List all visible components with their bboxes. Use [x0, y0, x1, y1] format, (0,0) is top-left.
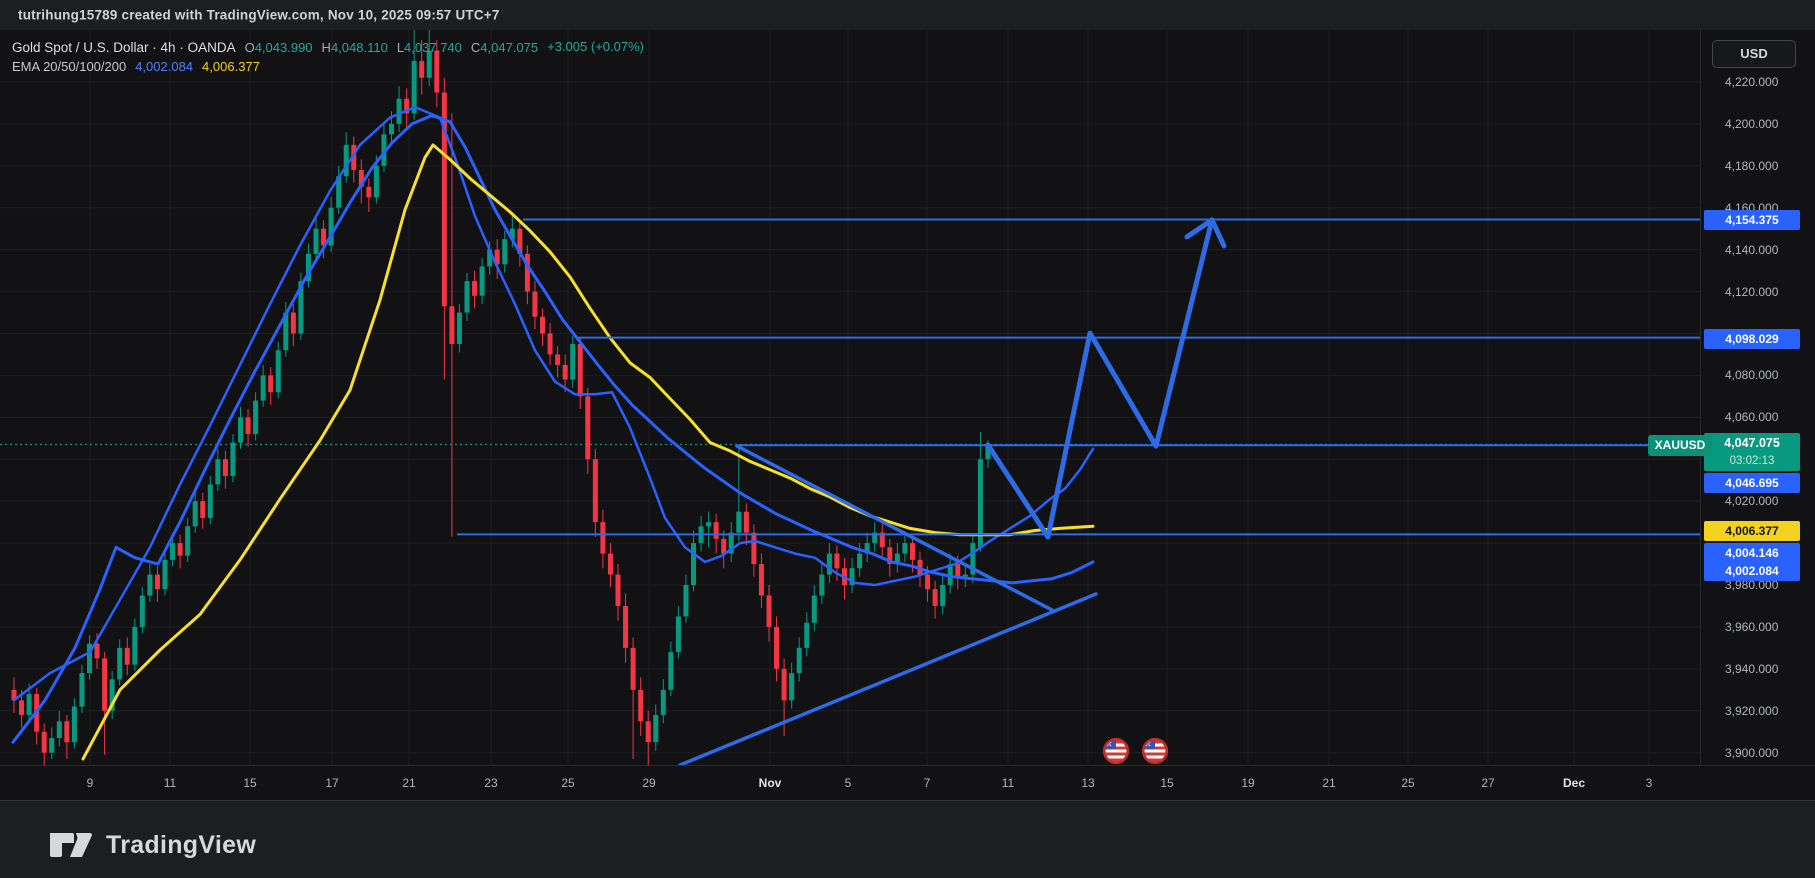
price-tick-label: 4,120.000: [1725, 284, 1779, 299]
price-tick-label: 3,940.000: [1725, 661, 1779, 676]
symbol-price-badge: XAUUSD: [1648, 435, 1712, 456]
time-tick-label: 17: [325, 776, 339, 790]
price-tick-label: 4,140.000: [1725, 242, 1779, 257]
price-tick-label: 3,900.000: [1725, 745, 1779, 760]
time-tick-label: 15: [1160, 776, 1174, 790]
time-axis[interactable]: 9 11 15 17 21 23 25 29 Nov 5 7 11 13 15 19 21 25 27 Dec 3: [0, 766, 1815, 800]
price-level-label: 4,098.029: [1704, 329, 1800, 349]
time-tick-label: 5: [844, 776, 852, 790]
attribution-text: tutrihung15789 created with TradingView.…: [18, 7, 500, 23]
price-level-label: 4,046.695: [1704, 473, 1800, 493]
price-tick-label: 3,920.000: [1725, 703, 1779, 718]
time-tick-label: Dec: [1562, 776, 1586, 790]
footer-bar: TradingView: [0, 800, 1815, 878]
ema-slow-value: 4,006.377: [202, 59, 260, 74]
time-tick-label: 13: [1081, 776, 1095, 790]
price-level-label: 4,004.146: [1704, 543, 1800, 563]
time-tick-label: 11: [163, 776, 177, 790]
price-tick-label: 4,220.000: [1725, 74, 1779, 89]
ohlc-item: H4,048.110: [321, 39, 388, 55]
price-tick-label: 3,980.000: [1725, 578, 1779, 593]
time-tick-label: 11: [1001, 776, 1015, 790]
price-axis[interactable]: 4,047.075 03:02:13 4,220.000 4,200.000 4,1…: [1701, 30, 1815, 765]
time-tick-label: 19: [1241, 776, 1255, 790]
time-tick-label: 23: [484, 776, 498, 790]
ema-indicator-label[interactable]: EMA 20/50/100/200: [12, 59, 127, 74]
price-tick-label: 4,020.000: [1725, 494, 1779, 509]
time-tick-label: 25: [561, 776, 575, 790]
price-level-label: 4,006.377: [1704, 521, 1800, 541]
bar-countdown: 03:02:13: [1729, 455, 1775, 467]
time-tick-label: 3: [1645, 776, 1653, 790]
time-tick-label: 25: [1401, 776, 1415, 790]
time-tick-label: 7: [923, 776, 931, 790]
symbol-title[interactable]: Gold Spot / U.S. Dollar · 4h · OANDA: [12, 40, 236, 55]
time-tick-label: 29: [642, 776, 656, 790]
legend-symbol-row[interactable]: Gold Spot / U.S. Dollar · 4h · OANDA O4,…: [12, 38, 644, 57]
change-value: +3.005 (+0.07%): [547, 38, 644, 54]
currency-toggle-button[interactable]: USD: [1712, 40, 1796, 68]
ohlc-item: O4,043.990: [244, 39, 313, 55]
time-tick-label: 9: [86, 776, 94, 790]
ohlc-values: O4,043.990 H4,048.110 L4,037.740 C4,047.075…: [245, 39, 644, 57]
tradingview-logo[interactable]: TradingView: [48, 825, 256, 865]
time-tick-label: 27: [1481, 776, 1495, 790]
time-tick-label: 21: [1322, 776, 1336, 790]
axis-separator-horizontal: [0, 765, 1815, 766]
attribution-bar: tutrihung15789 created with TradingView.…: [0, 0, 1815, 31]
price-tick-label: 3,960.000: [1725, 619, 1779, 634]
last-price-value: 4,047.075: [1724, 436, 1780, 450]
price-tick-label: 4,180.000: [1725, 158, 1779, 173]
price-level-label: 4,154.375: [1704, 210, 1800, 230]
price-tick-label: 4,080.000: [1725, 368, 1779, 383]
ema-fast-value: 4,002.084: [135, 59, 194, 74]
price-level-label: 4,002.084: [1704, 561, 1800, 581]
tradingview-logo-icon: [50, 833, 92, 857]
ohlc-item: C4,047.075: [470, 39, 539, 55]
us-flag-sticker[interactable]: [1102, 737, 1130, 765]
last-price-label: 4,047.075 03:02:13: [1704, 433, 1800, 471]
legend-ema-row[interactable]: EMA 20/50/100/200 4,002.084 4,006.377: [12, 57, 644, 76]
time-tick-label: Nov: [758, 776, 782, 790]
us-flag-sticker[interactable]: [1141, 737, 1169, 765]
chart-legend[interactable]: Gold Spot / U.S. Dollar · 4h · OANDA O4,…: [12, 38, 644, 76]
time-tick-label: 15: [243, 776, 257, 790]
time-tick-label: 21: [402, 776, 416, 790]
ohlc-item: L4,037.740: [396, 39, 462, 55]
price-tick-label: 4,060.000: [1725, 410, 1779, 425]
candlestick-chart[interactable]: [0, 30, 1700, 765]
chart-pane[interactable]: Gold Spot / U.S. Dollar · 4h · OANDA O4,…: [0, 30, 1700, 765]
price-tick-label: 4,200.000: [1725, 116, 1779, 131]
tradingview-logo-text: TradingView: [106, 830, 257, 859]
axis-separator-vertical: [1700, 30, 1701, 800]
